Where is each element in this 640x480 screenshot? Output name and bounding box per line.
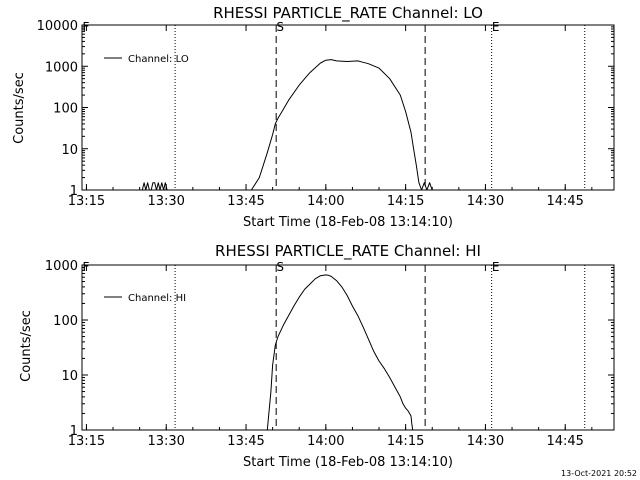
- x-tick-label: 13:45: [227, 434, 264, 449]
- y-axis-label-lo: Counts/sec: [12, 72, 27, 144]
- y-tick-label: 1: [70, 424, 78, 439]
- x-tick-label: 14:45: [546, 194, 583, 209]
- x-tick-label: 13:30: [147, 434, 184, 449]
- x-tick-label: 14:30: [467, 194, 504, 209]
- x-axis-label-lo: Start Time (18-Feb-08 13:14:10): [243, 215, 453, 230]
- x-tick-label: 14:00: [307, 194, 344, 209]
- y-tick-label: 10: [61, 143, 78, 158]
- marker-label: S: [276, 260, 284, 274]
- marker-label: F: [83, 20, 90, 34]
- x-tick-label: 14:30: [467, 434, 504, 449]
- x-tick-label: 13:45: [227, 194, 264, 209]
- x-tick-label: 13:15: [68, 434, 105, 449]
- marker-label: E: [492, 20, 500, 34]
- legend-label-hi: Channel: HI: [128, 293, 186, 304]
- y-tick-label: 1000: [45, 60, 78, 75]
- marker-label: F: [83, 260, 90, 274]
- plot-frame-hi: [81, 264, 615, 431]
- x-tick-label: 14:00: [307, 434, 344, 449]
- timestamp-label: 13-Oct-2021 20:52: [561, 469, 637, 478]
- chart-panel-lo: RHESSI PARTICLE_RATE Channel: LO Start T…: [12, 4, 615, 230]
- legend-label-lo: Channel: LO: [128, 54, 189, 65]
- x-axis-label-hi: Start Time (18-Feb-08 13:14:10): [243, 455, 453, 470]
- chart-panel-hi: RHESSI PARTICLE_RATE Channel: HI Start T…: [19, 242, 615, 470]
- y-tick-label: 1000: [45, 259, 78, 274]
- x-tick-label: 13:15: [68, 194, 105, 209]
- chart-marks-hi: 13:15 13:30 13:45 14:00 14:15 14:30 14:45 1 10 10…: [45, 259, 615, 449]
- series-line-lo: [141, 59, 433, 191]
- y-tick-label: 10000: [37, 19, 78, 34]
- x-tick-label: 14:45: [546, 434, 583, 449]
- marker-label: E: [492, 260, 500, 274]
- y-tick-label: 100: [53, 314, 78, 329]
- chart-title-lo: RHESSI PARTICLE_RATE Channel: LO: [213, 4, 483, 23]
- series-line-hi: [266, 274, 414, 431]
- y-tick-label: 100: [53, 102, 78, 117]
- x-tick-label: 14:15: [387, 434, 424, 449]
- x-tick-label: 14:15: [387, 194, 424, 209]
- marker-label: S: [276, 20, 284, 34]
- y-tick-label: 1: [70, 184, 78, 199]
- chart-marks-lo: 13:15 13:30 13:45 14:00 14:15 14:30 14:45 1 10 10…: [37, 19, 615, 209]
- y-axis-label-hi: Counts/sec: [19, 310, 34, 382]
- chart-title-hi: RHESSI PARTICLE_RATE Channel: HI: [215, 242, 481, 261]
- y-tick-label: 10: [61, 369, 78, 384]
- x-tick-label: 13:30: [147, 194, 184, 209]
